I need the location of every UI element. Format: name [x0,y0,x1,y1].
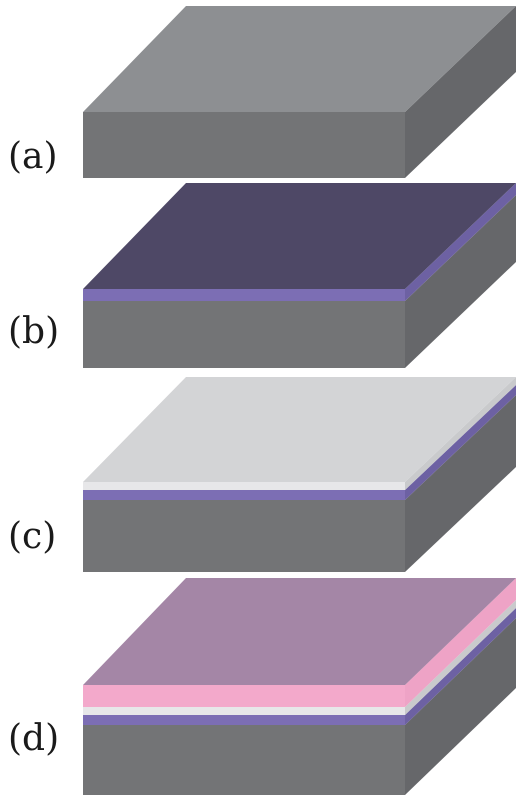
panel-c: (c) [8,377,516,572]
panel-label-b: (b) [8,311,59,352]
panel-label-a: (a) [8,136,58,177]
film-2-front-face [83,707,405,715]
panel-label-d: (d) [8,718,59,759]
film-2-top-surface [83,377,516,482]
substrate-side-face [405,6,516,178]
substrate-front-face [83,725,405,795]
film-1-side-face [405,608,516,725]
film-3-side-face [405,578,516,707]
film-3-top-surface [83,578,516,685]
film-1-front-face [83,289,405,301]
film-2-side-face [405,600,516,715]
panel-d: (d) [8,578,516,795]
substrate-front-face [83,112,405,178]
film-1-front-face [83,490,405,500]
panel-b: (b) [8,183,516,368]
substrate-front-face [83,500,405,572]
film-1-front-face [83,715,405,725]
panel-label-c: (c) [8,516,56,557]
film-1-top-surface [83,183,516,289]
substrate-top-surface [83,6,516,112]
substrate-front-face [83,301,405,368]
film-1-side-face [405,183,516,301]
film-2-side-face [405,377,516,490]
film-1-side-face [405,385,516,500]
film-3-front-face [83,685,405,707]
substrate-side-face [405,618,516,795]
film-2-front-face [83,482,405,490]
panel-a: (a) [8,6,516,178]
substrate-side-face [405,195,516,368]
substrate-side-face [405,395,516,572]
